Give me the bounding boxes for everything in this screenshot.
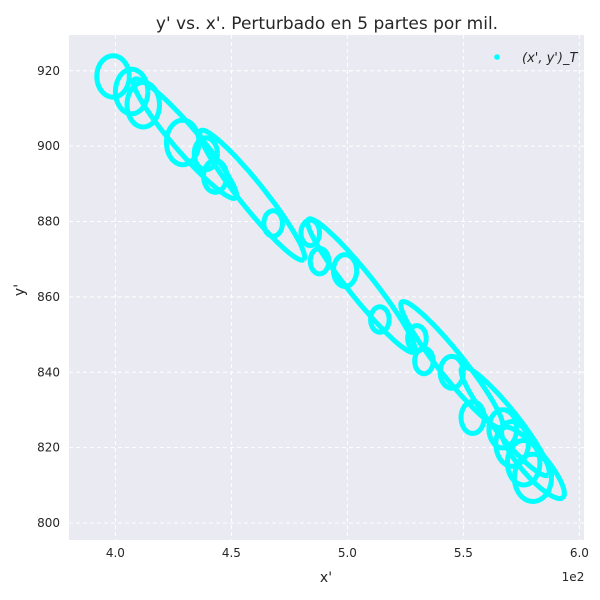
chart-title: y' vs. x'. Perturbado en 5 partes por mi…: [156, 14, 498, 34]
series-trajectory: [94, 53, 567, 505]
trajectory-loop: [486, 407, 520, 451]
y-tick-label: 800: [37, 516, 60, 530]
y-tick-label: 820: [37, 441, 60, 455]
y-axis-label: y': [12, 284, 28, 296]
trajectory-loop: [124, 79, 162, 130]
data-layer: [94, 53, 567, 505]
trajectory-loop: [307, 245, 332, 277]
x-tick-label: 4.5: [222, 546, 241, 560]
y-tick-label: 900: [37, 139, 60, 153]
legend-marker: [494, 54, 500, 60]
tick-labels: 4.0 4.5 5.0 5.5 6.0 800 820 840 860 880 900 920: [37, 64, 589, 560]
trajectory-loop: [458, 399, 487, 436]
trajectory-loop: [191, 135, 220, 173]
trajectory-loop: [504, 437, 543, 488]
y-tick-label: 860: [37, 290, 60, 304]
x-tick-label: 4.0: [106, 546, 125, 560]
x-tick-label: 5.0: [338, 546, 357, 560]
y-tick-label: 880: [37, 215, 60, 229]
trajectory-loop: [511, 451, 554, 505]
trajectory-loop: [298, 217, 322, 249]
trajectory-loop: [261, 208, 285, 239]
trajectory-loop: [94, 53, 132, 100]
legend: (x', y')_T: [494, 51, 578, 66]
trajectory-loop: [112, 66, 151, 117]
y-tick-label: 920: [37, 64, 60, 78]
x-tick-label: 6.0: [570, 546, 589, 560]
trajectory-loop: [412, 345, 436, 377]
y-tick-label: 840: [37, 365, 60, 379]
legend-label: (x', y')_T: [522, 51, 578, 66]
trajectory-loop: [163, 117, 202, 168]
x-offset-text: 1e2: [562, 570, 585, 584]
trajectory-loop: [331, 252, 360, 290]
x-axis-label: x': [320, 570, 332, 586]
trajectory-loop: [368, 304, 392, 335]
trajectory-loop: [200, 157, 230, 195]
x-tick-label: 5.5: [454, 546, 473, 560]
trajectory-loop: [437, 353, 466, 391]
